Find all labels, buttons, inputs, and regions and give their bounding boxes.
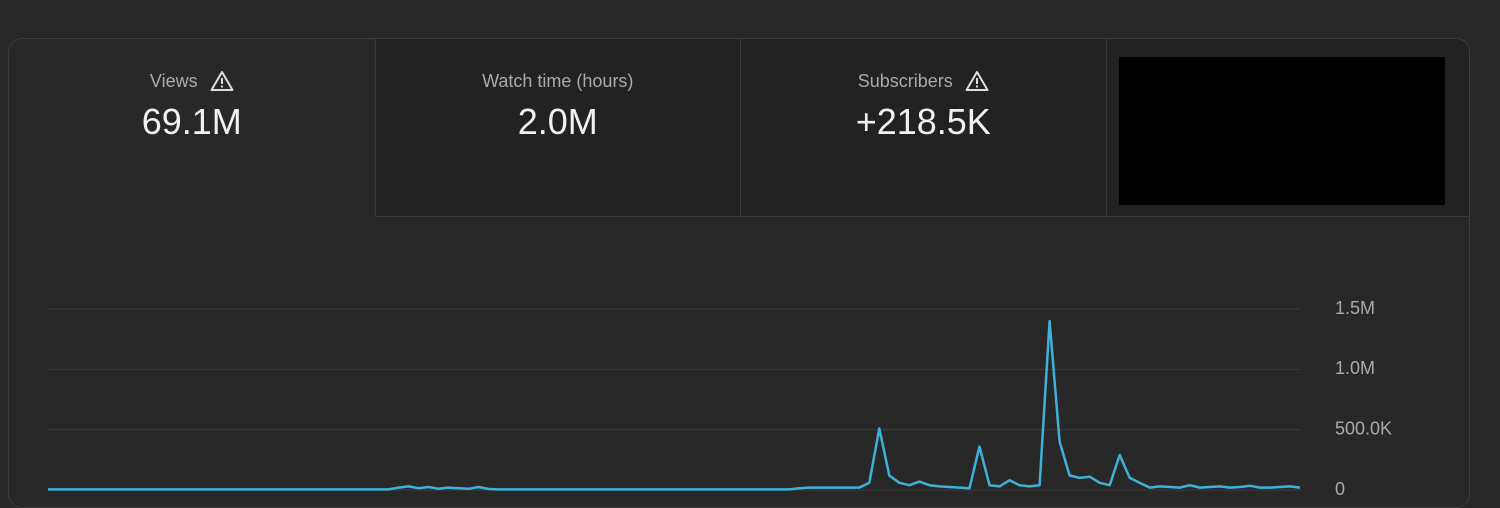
metric-label: Views xyxy=(149,70,198,91)
warning-icon xyxy=(965,71,989,91)
metric-tab[interactable]: Views 69.1M xyxy=(9,39,375,217)
warning-mark xyxy=(975,78,978,84)
metric-label: Subscribers xyxy=(857,70,953,91)
metric-label: Watch time (hours) xyxy=(482,70,634,91)
metric-label-row: Views xyxy=(9,69,375,93)
warning-triangle xyxy=(965,71,989,91)
warning-dot xyxy=(220,85,223,88)
metric-value: 69.1M xyxy=(141,101,242,142)
metric-label-row: Subscribers xyxy=(741,69,1106,93)
redacted-tab xyxy=(1105,39,1469,217)
warning-mark xyxy=(220,78,223,84)
metric-value: +218.5K xyxy=(855,101,991,142)
metric-tabs: Views 69.1M Watch time (hours) 2.0M Subscrib… xyxy=(9,39,1469,217)
warning-triangle xyxy=(210,71,234,91)
redacted-box xyxy=(1118,57,1445,205)
y-tick-label: 0 xyxy=(1335,479,1345,499)
metric-label-row: Watch time (hours) xyxy=(376,69,741,93)
y-tick-label: 500.0K xyxy=(1335,418,1392,438)
y-tick-label: 1.0M xyxy=(1335,358,1375,378)
warning-icon xyxy=(210,71,234,91)
warning-dot xyxy=(975,85,978,88)
metric-value: 2.0M xyxy=(517,101,598,142)
metric-tab[interactable]: Subscribers +218.5K xyxy=(740,39,1106,217)
views-line xyxy=(48,319,1301,491)
metric-tab[interactable]: Watch time (hours) 2.0M xyxy=(374,39,741,217)
y-tick-label: 1.5M xyxy=(1335,298,1375,318)
analytics-card: Views 69.1M Watch time (hours) 2.0M Subscrib… xyxy=(8,38,1470,508)
